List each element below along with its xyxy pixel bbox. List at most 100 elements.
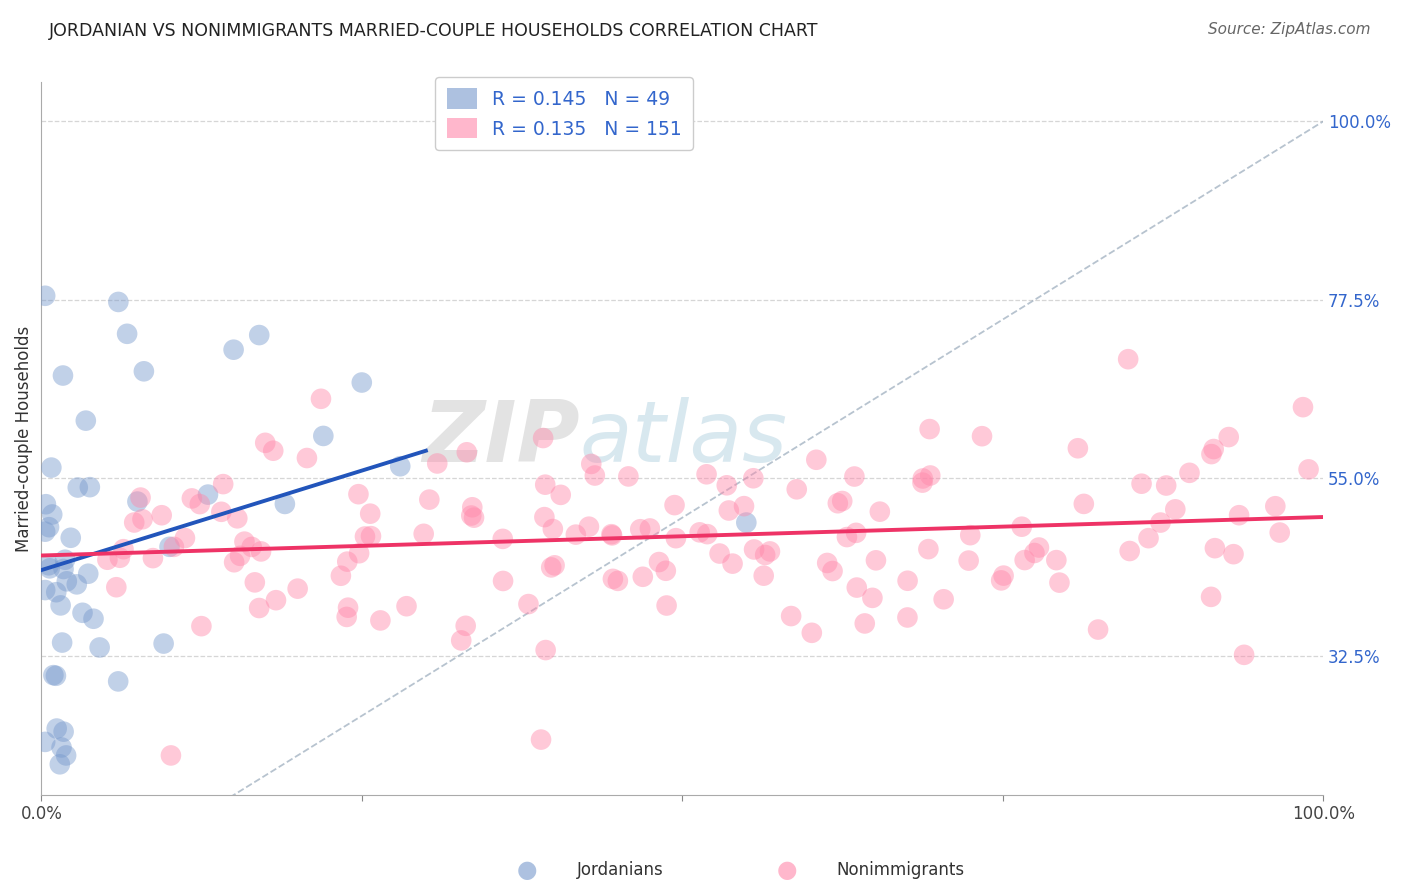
Point (815, 556, 838, 570)
Point (52, 562, 75, 576)
Point (461, 500, 484, 515)
Point (34, 583, 56, 598)
Point (224, 555, 246, 569)
Point (1014, 553, 1036, 567)
Point (696, 527, 718, 541)
Point (240, 540, 263, 554)
Point (735, 516, 758, 530)
Point (565, 527, 588, 541)
Point (853, 616, 876, 631)
Point (600, 528, 623, 542)
Point (347, 546, 370, 560)
Point (309, 392, 332, 406)
Point (1199, 590, 1222, 604)
Point (129, 491, 152, 505)
Point (993, 568, 1015, 582)
Point (56, 574, 79, 589)
Point (543, 558, 565, 573)
Point (52, 724, 75, 739)
Point (648, 555, 671, 569)
Point (274, 497, 297, 511)
Point (389, 459, 412, 474)
Point (122, 516, 145, 530)
Point (412, 526, 434, 541)
Point (959, 528, 981, 542)
Text: atlas: atlas (579, 397, 787, 480)
Point (347, 487, 370, 501)
Point (827, 496, 849, 510)
Point (77, 566, 100, 581)
Point (1049, 575, 1071, 590)
Point (359, 507, 381, 521)
Point (578, 519, 600, 533)
Point (541, 522, 564, 536)
Point (517, 597, 540, 611)
Point (45, 585, 67, 599)
Point (786, 483, 808, 497)
Point (336, 610, 359, 624)
Text: Jordanians: Jordanians (576, 861, 664, 879)
Point (1202, 442, 1225, 456)
Point (456, 445, 478, 459)
Point (250, 544, 273, 558)
Point (844, 469, 866, 483)
Point (1154, 478, 1177, 492)
Point (1045, 553, 1067, 567)
Point (226, 511, 249, 525)
Point (107, 294, 129, 309)
Point (845, 525, 868, 540)
Point (581, 457, 603, 471)
Point (34, 289, 56, 303)
Point (426, 457, 449, 471)
Point (932, 592, 955, 607)
Point (83, 612, 105, 626)
Point (860, 591, 883, 605)
Point (174, 531, 197, 545)
Point (1201, 447, 1223, 461)
Point (1218, 430, 1240, 444)
Point (492, 574, 515, 588)
Point (188, 497, 211, 511)
Point (295, 450, 318, 465)
Point (59, 531, 82, 545)
Point (108, 550, 131, 565)
Point (655, 599, 678, 613)
Point (243, 575, 266, 590)
Point (337, 600, 360, 615)
Point (628, 522, 651, 536)
Point (602, 572, 624, 586)
Legend: R = 0.145   N = 49, R = 0.135   N = 151: R = 0.145 N = 49, R = 0.135 N = 151 (436, 77, 693, 150)
Point (222, 343, 245, 357)
Point (835, 530, 858, 544)
Point (55, 748, 77, 763)
Point (41, 508, 63, 522)
Point (395, 599, 418, 614)
Point (1178, 466, 1201, 480)
Point (38, 520, 60, 534)
Point (1227, 508, 1250, 523)
Point (1292, 400, 1315, 414)
Point (1028, 541, 1050, 555)
Point (533, 510, 555, 524)
Point (51, 635, 73, 649)
Point (66, 577, 89, 591)
Point (41, 460, 63, 475)
Point (160, 748, 183, 763)
Point (1118, 544, 1140, 558)
Point (742, 542, 765, 557)
Point (159, 540, 181, 554)
Point (897, 574, 920, 588)
Point (107, 674, 129, 689)
Point (34, 735, 56, 749)
Point (460, 508, 482, 523)
Point (717, 503, 740, 517)
Point (896, 610, 918, 624)
Point (709, 547, 731, 561)
Point (721, 557, 744, 571)
Point (150, 508, 173, 523)
Point (1298, 462, 1320, 476)
Text: JORDANIAN VS NONIMMIGRANTS MARRIED-COUPLE HOUSEHOLDS CORRELATION CHART: JORDANIAN VS NONIMMIGRANTS MARRIED-COUPL… (49, 22, 818, 40)
Text: ●: ● (778, 858, 797, 881)
Point (606, 574, 628, 588)
Point (1073, 497, 1095, 511)
